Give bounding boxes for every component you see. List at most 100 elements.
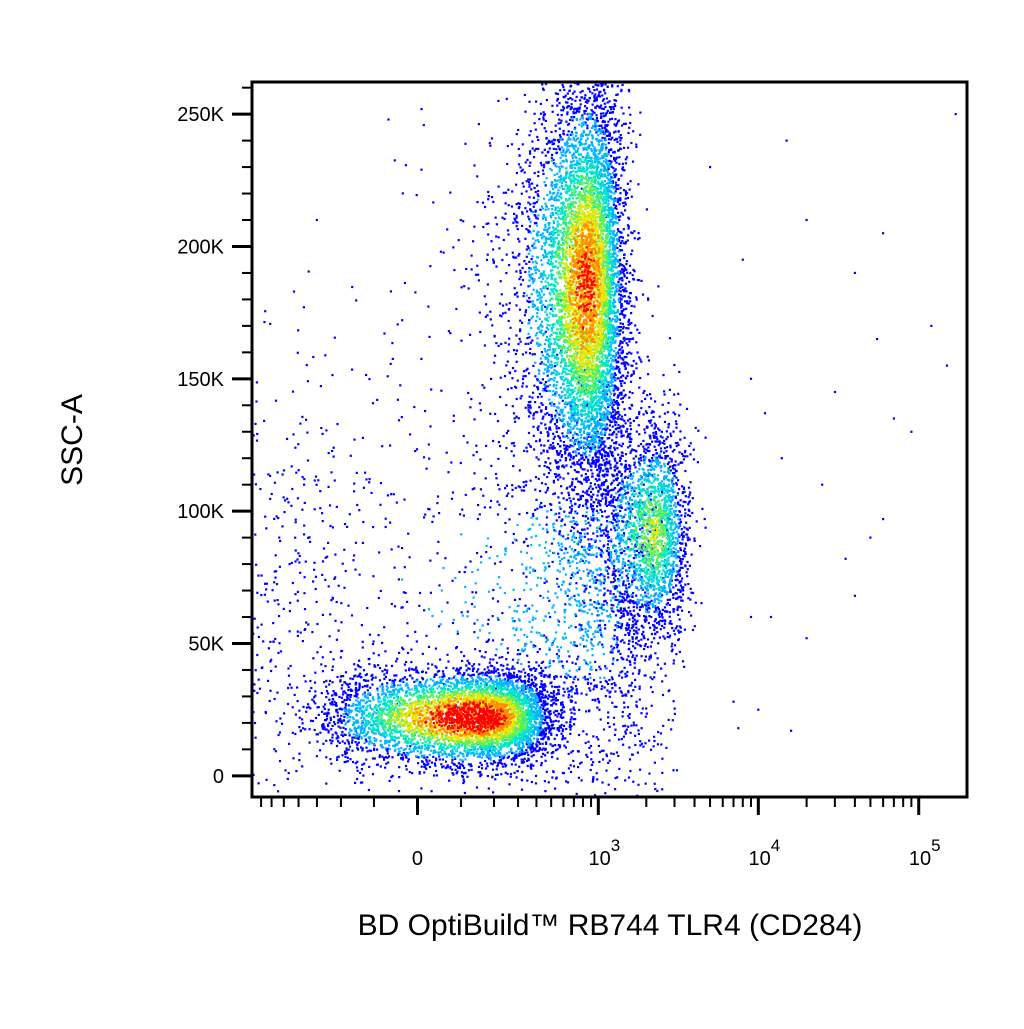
event-dot [378, 754, 381, 757]
event-dot [666, 411, 669, 414]
event-dot [607, 716, 610, 719]
event-dot [319, 749, 322, 752]
event-dot [557, 744, 560, 747]
event-dot [546, 412, 549, 415]
event-dot [622, 532, 626, 535]
event-dot [613, 544, 616, 547]
event-dot [625, 260, 628, 263]
event-dot [611, 433, 614, 436]
event-dot [622, 374, 625, 377]
event-dot [569, 500, 572, 503]
event-dot [298, 561, 301, 564]
event-dot [618, 293, 621, 296]
event-dot [640, 638, 643, 641]
event-dot [614, 776, 617, 780]
event-dot [340, 721, 343, 724]
event-dot [301, 640, 304, 643]
event-dot [680, 580, 683, 583]
event-dot [618, 348, 621, 352]
event-dot [642, 483, 645, 486]
event-dot [617, 356, 620, 359]
event-dot [638, 237, 641, 240]
event-dot [550, 413, 553, 417]
event-dot [619, 322, 622, 325]
event-dot [367, 788, 370, 792]
event-dot [391, 357, 394, 360]
event-dot [512, 759, 516, 762]
event-dot [471, 591, 474, 594]
event-dot [630, 438, 633, 441]
event-dot [302, 727, 305, 730]
event-dot [525, 369, 528, 372]
event-dot [504, 341, 507, 344]
event-dot [314, 694, 317, 697]
event-dot [628, 396, 631, 399]
event-dot [553, 737, 556, 740]
event-dot [589, 768, 592, 772]
event-dot [551, 685, 554, 688]
event-dot [576, 462, 579, 465]
event-dot [290, 465, 293, 468]
event-dot [616, 407, 620, 410]
event-dot [331, 739, 334, 742]
event-dot [676, 579, 679, 582]
event-dot [361, 781, 364, 784]
event-dot [601, 448, 604, 451]
event-dot [479, 672, 482, 675]
event-dot [554, 130, 557, 133]
event-dot [320, 663, 323, 666]
event-dot [542, 88, 545, 91]
event-dot [569, 118, 572, 121]
event-dot [608, 695, 611, 698]
events-layer [252, 81, 957, 797]
event-dot [620, 624, 623, 627]
event-dot [278, 731, 281, 734]
event-dot [467, 391, 470, 395]
event-dot [609, 489, 612, 492]
event-dot [621, 401, 624, 404]
event-dot [347, 697, 350, 700]
event-dot [358, 659, 361, 662]
event-dot [608, 148, 611, 152]
event-dot [607, 142, 610, 145]
event-dot [390, 664, 394, 668]
event-dot [687, 583, 690, 586]
event-dot [521, 353, 524, 356]
event-dot [574, 107, 577, 110]
event-dot [670, 458, 673, 461]
event-dot [383, 756, 386, 760]
event-dot [626, 435, 630, 438]
event-dot [526, 299, 529, 302]
event-dot [573, 463, 576, 466]
event-dot [595, 486, 598, 489]
event-dot [533, 186, 536, 190]
event-dot [635, 654, 638, 657]
event-dot [562, 107, 566, 110]
event-dot [520, 749, 523, 752]
event-dot [589, 585, 592, 588]
event-dot [630, 141, 633, 145]
event-dot [616, 483, 619, 487]
event-dot [626, 352, 629, 355]
event-dot [526, 450, 529, 453]
event-dot [540, 482, 544, 485]
event-dot [626, 224, 630, 227]
event-dot [393, 674, 396, 677]
event-dot [399, 678, 402, 681]
event-dot [575, 470, 578, 473]
event-dot [434, 665, 437, 668]
event-dot [565, 677, 568, 680]
event-dot [554, 713, 557, 717]
event-dot [656, 789, 659, 793]
event-dot [627, 318, 631, 321]
event-dot [543, 712, 546, 716]
event-dot [615, 187, 618, 191]
event-dot [284, 769, 287, 772]
event-dot [615, 477, 618, 480]
event-dot [288, 742, 291, 745]
event-dot [514, 293, 517, 296]
event-dot [478, 402, 481, 405]
event-dot [621, 309, 625, 312]
event-dot [556, 99, 559, 102]
event-dot [528, 100, 531, 103]
